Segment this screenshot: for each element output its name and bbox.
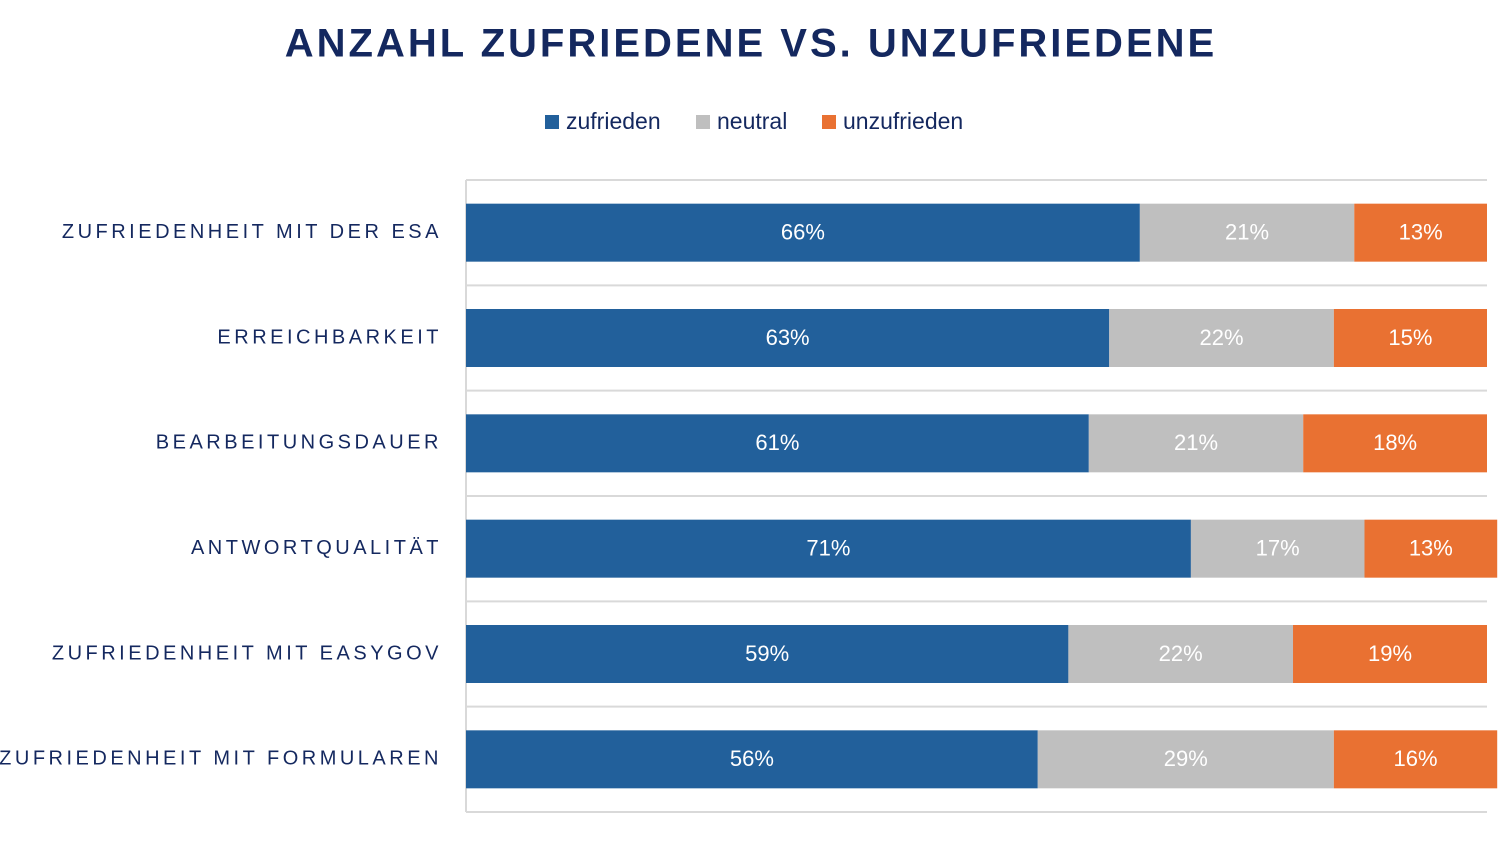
bar-segment: [1037, 730, 1334, 789]
value-label: 61%: [755, 430, 799, 455]
bar-segment: [1068, 625, 1294, 683]
value-label: 15%: [1388, 325, 1432, 350]
value-label: 22%: [1200, 325, 1244, 350]
legend-label: unzufrieden: [843, 108, 963, 134]
legend-label: zufrieden: [566, 108, 661, 134]
value-label: 21%: [1174, 430, 1218, 455]
chart-title: ANZAHL ZUFRIEDENE VS. UNZUFRIEDENE: [285, 22, 1217, 66]
bar-segment: [1364, 519, 1498, 578]
value-label: 71%: [806, 535, 850, 560]
category-label: ZUFRIEDENHEIT MIT EASYGOV: [52, 642, 442, 664]
category-label: ZUFRIEDENHEIT MIT DER ESA: [62, 221, 442, 243]
bar-segment: [1333, 309, 1487, 367]
legend-swatch: [696, 115, 710, 129]
bar-segment: [1109, 309, 1334, 367]
category-label: ZUFRIEDENHEIT MIT FORMULAREN: [0, 748, 442, 770]
value-label: 13%: [1399, 219, 1443, 244]
bar-segment: [466, 730, 1038, 789]
value-label: 56%: [730, 746, 774, 771]
value-label: 59%: [745, 641, 789, 666]
value-label: 66%: [781, 219, 825, 244]
category-label: BEARBEITUNGSDAUER: [156, 432, 442, 454]
legend-label: neutral: [717, 108, 787, 134]
value-label: 29%: [1164, 746, 1208, 771]
bar-segment: [466, 414, 1089, 473]
bar-segment: [1139, 203, 1355, 262]
category-label: ERREICHBARKEIT: [217, 326, 442, 348]
bar-segment: [1354, 203, 1487, 262]
bar-segment: [1088, 414, 1304, 473]
bar-segment: [1293, 625, 1487, 683]
bar-segment: [1303, 414, 1487, 473]
category-label: ANTWORTQUALITÄT: [191, 537, 442, 559]
bar-segment: [1333, 730, 1498, 789]
bar-segment: [466, 203, 1140, 262]
value-label: 22%: [1159, 641, 1203, 666]
value-label: 21%: [1225, 219, 1269, 244]
value-label: 17%: [1256, 535, 1300, 560]
bar-segment: [466, 519, 1191, 578]
value-label: 16%: [1394, 746, 1438, 771]
value-label: 18%: [1373, 430, 1417, 455]
value-label: 63%: [766, 325, 810, 350]
bar-segment: [466, 625, 1069, 683]
legend-swatch: [822, 115, 836, 129]
value-label: 19%: [1368, 641, 1412, 666]
bar-segment: [466, 309, 1110, 367]
value-label: 13%: [1409, 535, 1453, 560]
legend-swatch: [545, 115, 559, 129]
bar-segment: [1190, 519, 1365, 578]
